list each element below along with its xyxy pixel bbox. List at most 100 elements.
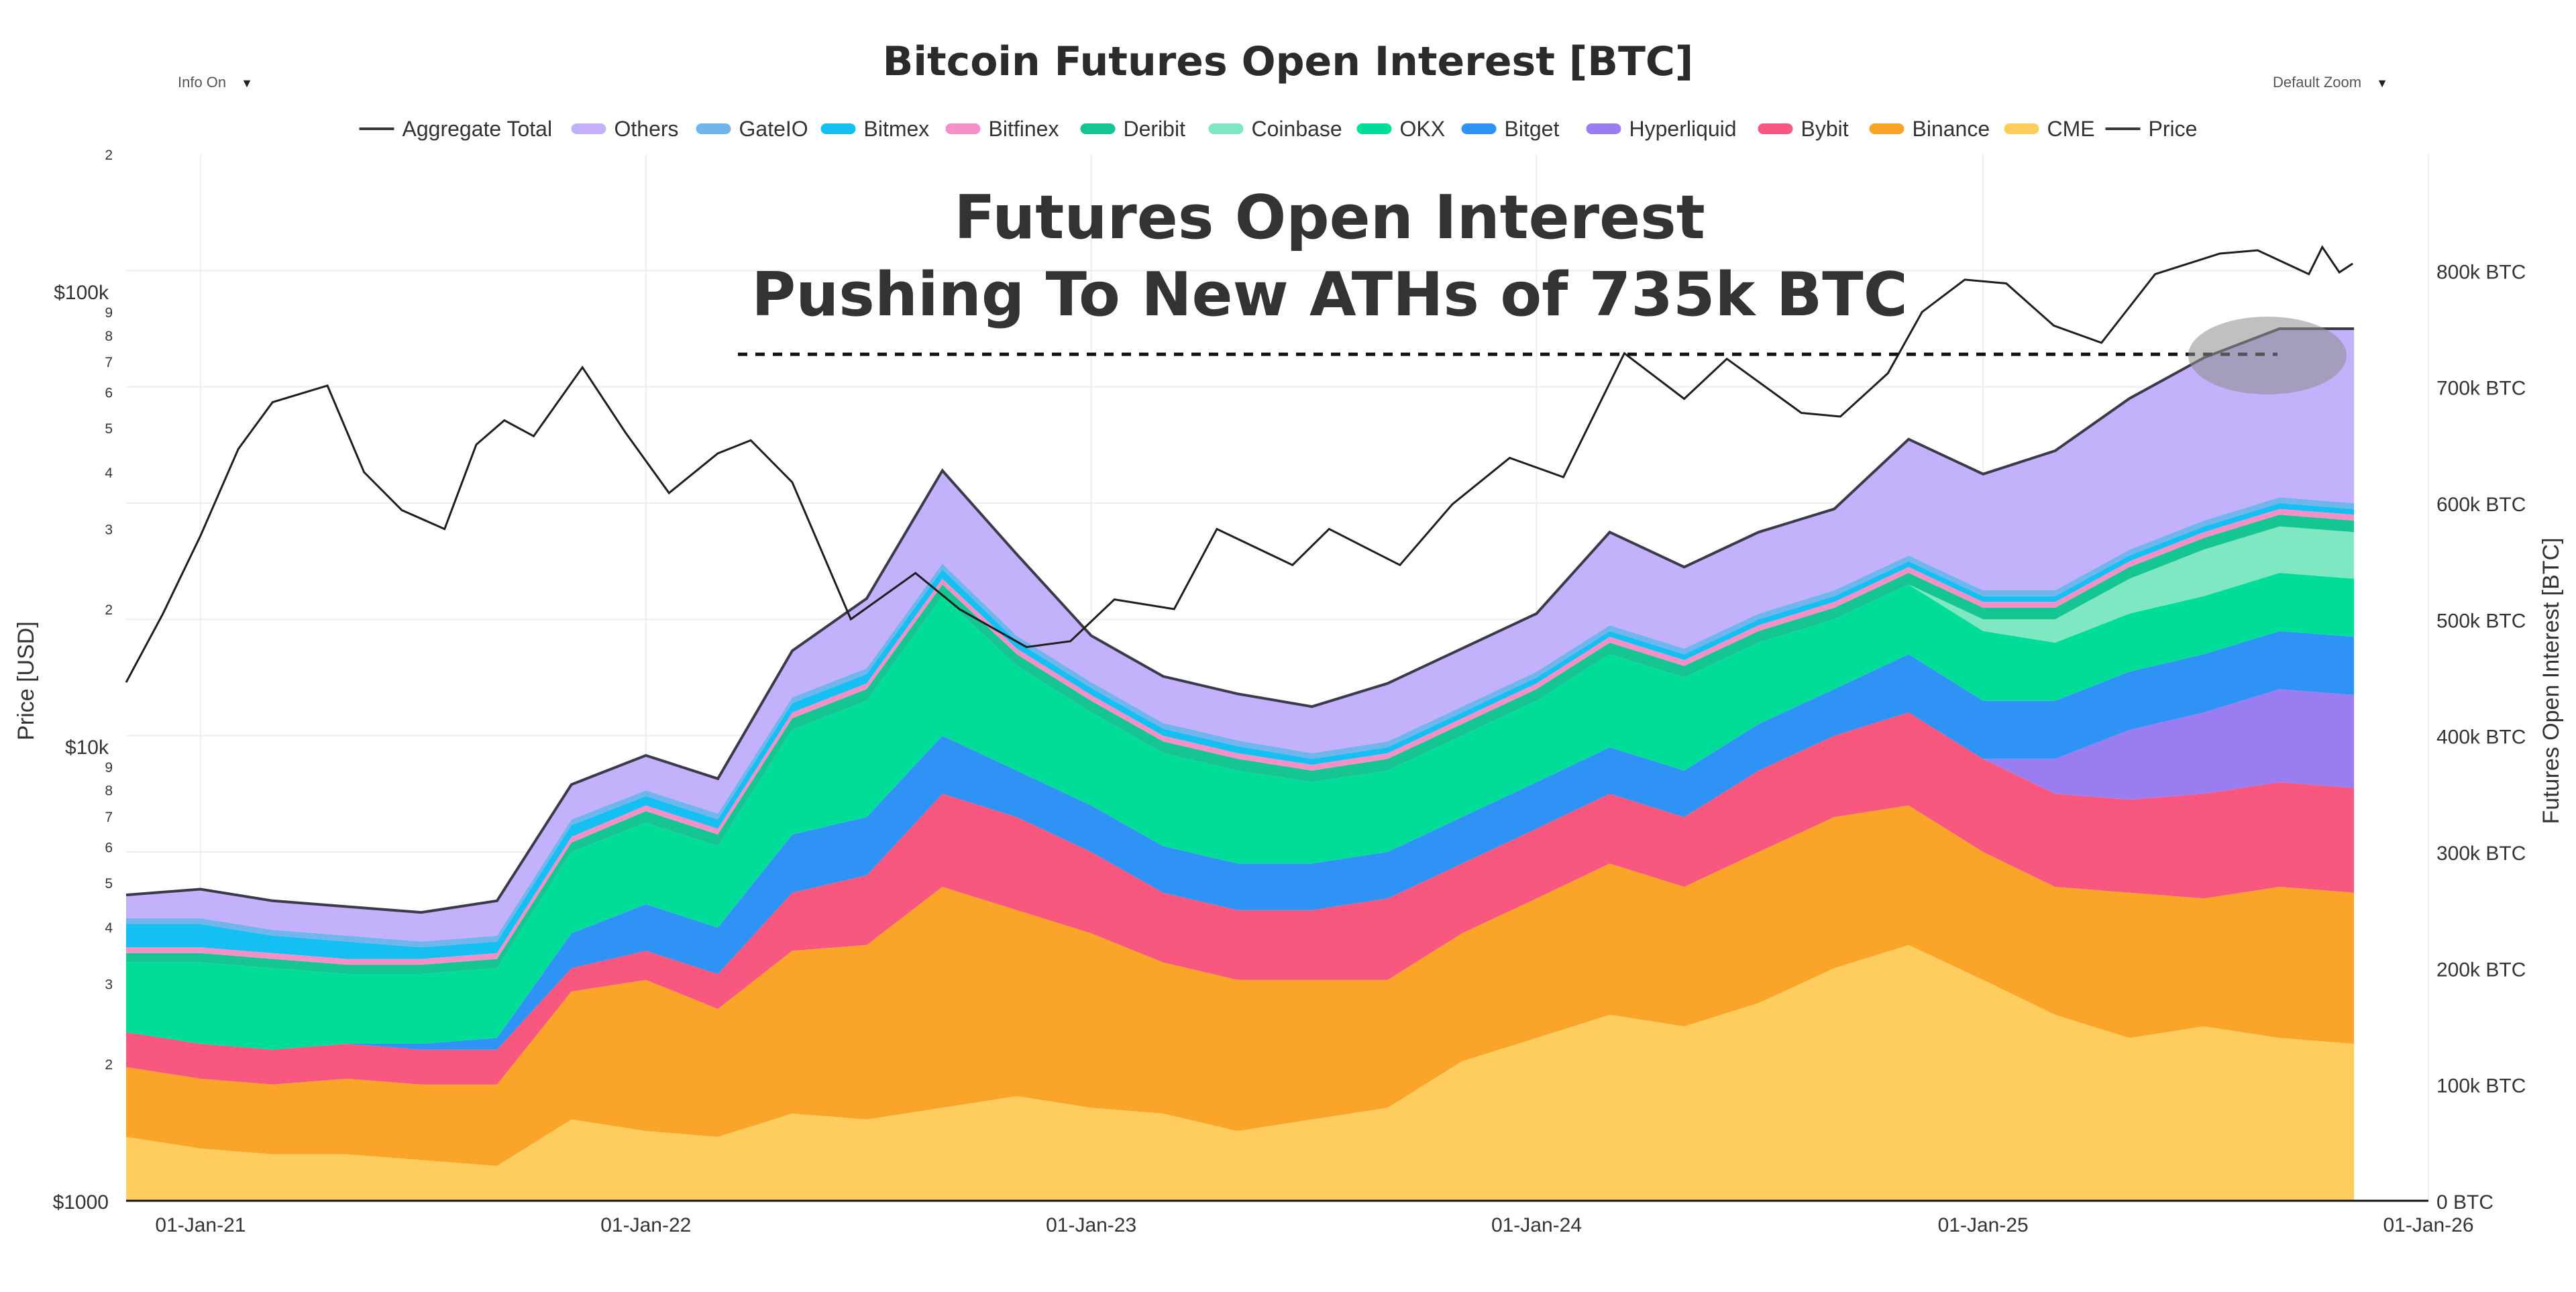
price-line-group <box>125 245 2354 683</box>
legend-item-bitfinex: Bitfinex <box>945 117 1059 141</box>
legend-label: Others <box>614 117 679 141</box>
right-tick-label: 400k BTC <box>2436 726 2526 749</box>
left-minor-tick-label: 9 <box>105 305 113 321</box>
legend-area-swatch <box>1208 123 1244 134</box>
price-line <box>125 245 2354 683</box>
left-minor-tick-label: 4 <box>105 466 113 481</box>
right-tick-label: 600k BTC <box>2436 494 2526 516</box>
left-minor-tick-label: 5 <box>105 876 113 892</box>
legend-item-others: Others <box>571 117 679 141</box>
left-minor-tick-label: 8 <box>105 329 113 344</box>
annotation-line1: Futures Open Interest <box>954 182 1705 253</box>
aggregate-total-line-group <box>125 327 2355 914</box>
legend-label: Bitmex <box>864 117 930 141</box>
legend-item-bitmex: Bitmex <box>820 117 930 141</box>
legend-item-bybit: Bybit <box>1758 117 1849 141</box>
legend-item-price: Price <box>2105 117 2198 141</box>
left-minor-tick-label: 6 <box>105 840 113 855</box>
area-others <box>126 329 2355 942</box>
right-tick-label: 200k BTC <box>2436 959 2526 981</box>
area-cme <box>126 945 2355 1201</box>
legend-label: CME <box>2047 117 2095 141</box>
left-minor-tick-label: 2 <box>105 602 113 618</box>
left-axis-title: Price [USD] <box>13 621 39 741</box>
left-tick-label: $100k <box>54 282 109 304</box>
legend-area-swatch <box>945 123 981 134</box>
left-minor-tick-label: 6 <box>105 385 113 400</box>
zoom-select[interactable]: Default Zoom ▼ <box>2273 74 2388 91</box>
legend-item-coinbase: Coinbase <box>1208 117 1342 141</box>
legend-item-okx: OKX <box>1356 117 1446 141</box>
aggregate-total-line <box>125 327 2355 914</box>
legend-area-swatch <box>571 123 606 134</box>
left-minor-tick-label: 3 <box>105 523 113 538</box>
area-deribit <box>126 515 2355 974</box>
legend-label: Aggregate Total <box>402 117 553 141</box>
right-axis-title: Futures Open Interest [BTC] <box>2538 537 2564 824</box>
left-minor-tick-label: 7 <box>105 810 113 825</box>
left-minor-tick-label: 2 <box>105 1057 113 1073</box>
x-tick-label: 01-Jan-21 <box>155 1214 246 1236</box>
legend-item-gateio: GateIO <box>696 117 808 141</box>
legend-item-aggregate-total: Aggregate Total <box>359 117 553 141</box>
left-minor-tick-label: 3 <box>105 977 113 993</box>
legend-area-swatch <box>1356 123 1392 134</box>
info-toggle-label: Info On <box>178 74 227 91</box>
area-bybit <box>126 712 2355 1085</box>
stacked-areas <box>126 329 2355 1201</box>
legend-label: Hyperliquid <box>1629 117 1737 141</box>
left-tick-label: $1000 <box>53 1191 109 1214</box>
right-tick-label: 700k BTC <box>2436 378 2526 400</box>
left-minor-tick-label: 4 <box>105 920 113 936</box>
ath-highlight-ellipse <box>2188 317 2347 394</box>
chart-title: Bitcoin Futures Open Interest [BTC] <box>883 38 1694 85</box>
legend-area-swatch <box>1869 123 1904 134</box>
axes: 0 BTC 100k BTC 200k BTC 300k BTC 400k BTC 500… <box>53 148 2526 1236</box>
legend-item-deribit: Deribit <box>1080 117 1186 141</box>
x-tick-label: 01-Jan-25 <box>1938 1214 2029 1236</box>
area-okx <box>126 573 2355 1050</box>
legend: Aggregate Total Others GateIO Bitmex Bitfine… <box>359 117 2198 141</box>
legend-area-swatch <box>1586 123 1621 134</box>
legend-item-bitget: Bitget <box>1461 117 1560 141</box>
legend-area-swatch <box>820 123 856 134</box>
legend-label: GateIO <box>739 117 808 141</box>
legend-label: Binance <box>1913 117 1990 141</box>
left-minor-tick-label: 8 <box>105 784 113 799</box>
legend-label: Price <box>2149 117 2198 141</box>
area-bitget <box>126 631 2355 1050</box>
legend-area-swatch <box>1080 123 1116 134</box>
x-tick-label: 01-Jan-22 <box>600 1214 691 1236</box>
legend-label: Bybit <box>1801 117 1849 141</box>
legend-label: OKX <box>1400 117 1446 141</box>
annotation-line2: Pushing To New ATHs of 735k BTC <box>751 260 1908 330</box>
left-minor-tick-label: 9 <box>105 760 113 775</box>
legend-label: Coinbase <box>1252 117 1342 141</box>
legend-area-swatch <box>696 123 731 134</box>
legend-label: Deribit <box>1124 117 1186 141</box>
legend-item-hyperliquid: Hyperliquid <box>1586 117 1737 141</box>
left-minor-tick-label: 2 <box>105 148 113 163</box>
legend-area-swatch <box>1758 123 1793 134</box>
caret-down-icon: ▼ <box>2376 76 2388 90</box>
legend-item-cme: CME <box>2004 117 2095 141</box>
caret-down-icon: ▼ <box>241 76 253 90</box>
right-tick-label: 500k BTC <box>2436 610 2526 632</box>
x-tick-label: 01-Jan-26 <box>2383 1214 2473 1236</box>
x-tick-label: 01-Jan-24 <box>1491 1214 1582 1236</box>
right-tick-label: 100k BTC <box>2436 1075 2526 1097</box>
left-minor-tick-label: 5 <box>105 421 113 437</box>
legend-area-swatch <box>2004 123 2039 134</box>
info-toggle[interactable]: Info On ▼ <box>178 74 253 91</box>
right-tick-label: 800k BTC <box>2436 261 2526 283</box>
zoom-select-label: Default Zoom <box>2273 74 2362 91</box>
legend-label: Bitget <box>1505 117 1560 141</box>
legend-area-swatch <box>1461 123 1497 134</box>
annotation: Futures Open Interest Pushing To New ATH… <box>738 182 2347 394</box>
right-tick-label: 0 BTC <box>2436 1191 2493 1214</box>
left-tick-label: $10k <box>65 737 109 759</box>
x-tick-label: 01-Jan-23 <box>1046 1214 1136 1236</box>
right-tick-label: 300k BTC <box>2436 843 2526 865</box>
legend-item-binance: Binance <box>1869 117 1990 141</box>
